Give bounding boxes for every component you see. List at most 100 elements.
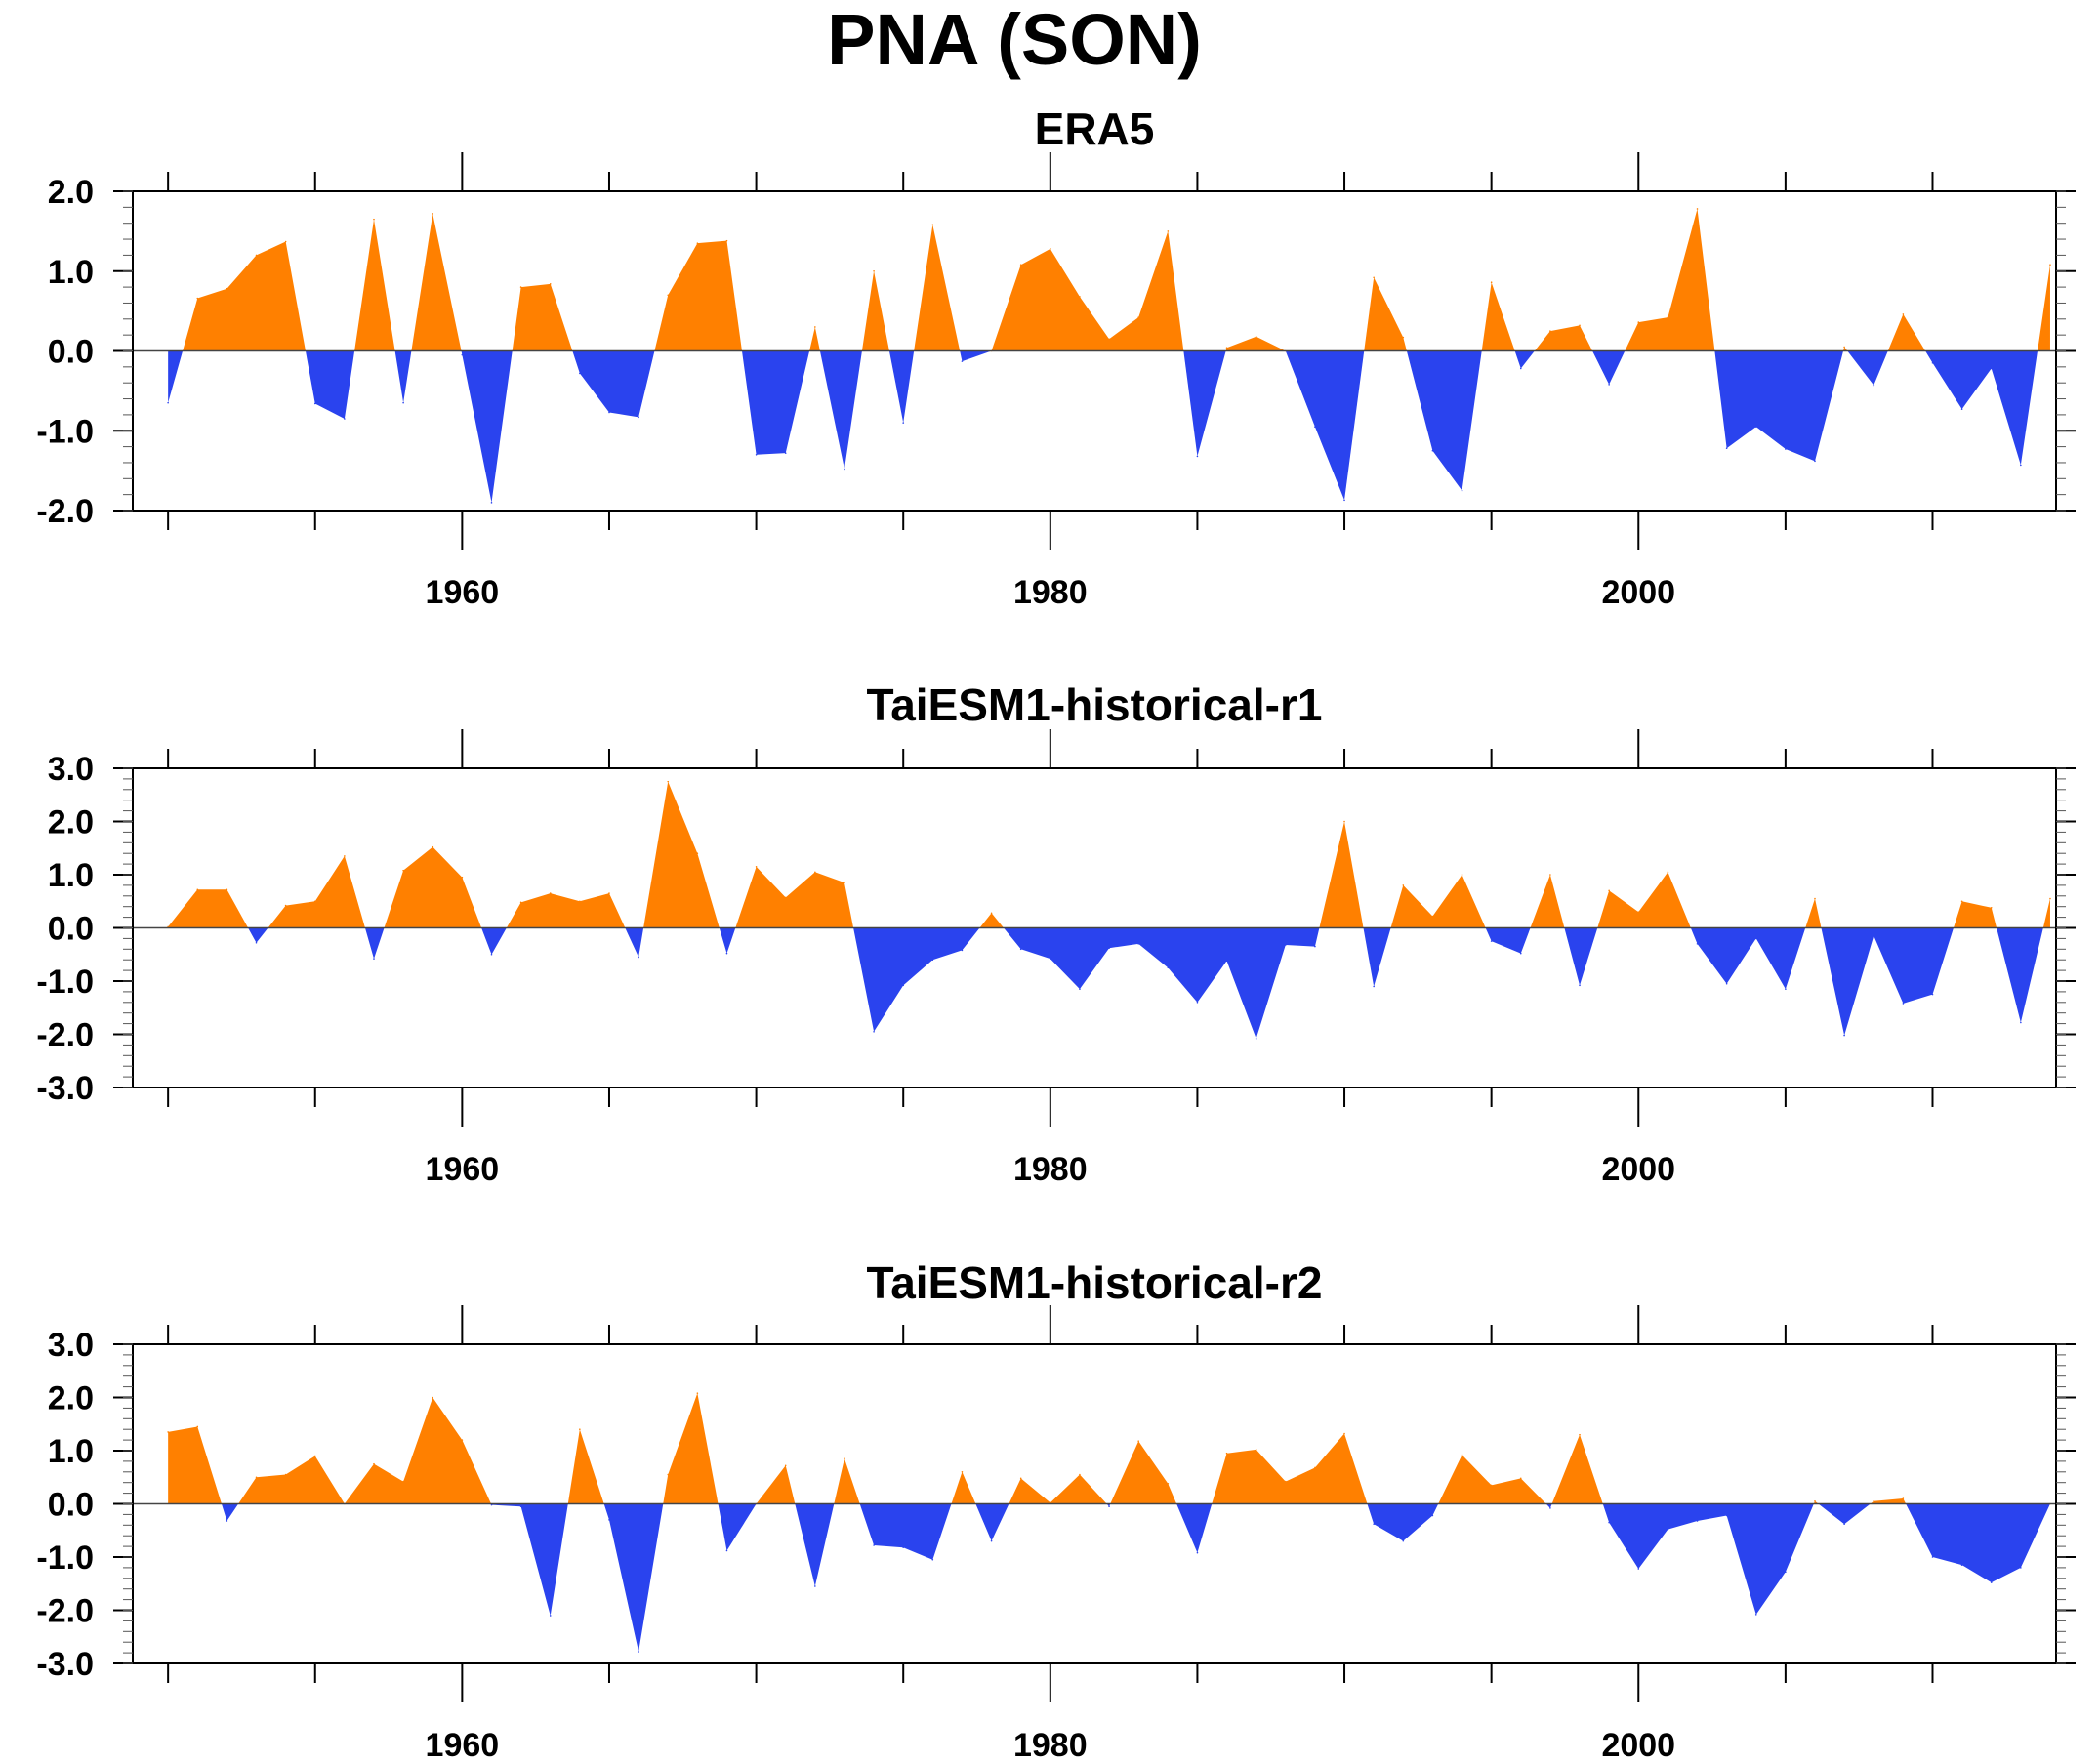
positive-anomaly-area — [1390, 875, 1486, 928]
positive-anomaly-area — [756, 1465, 796, 1504]
data-point-1954 — [284, 904, 287, 907]
negative-anomaly-area — [1367, 1503, 1439, 1541]
positive-anomaly-area — [183, 241, 306, 351]
negative-anomaly-area — [481, 927, 507, 955]
data-point-1995 — [1490, 1484, 1493, 1487]
negative-anomaly-area — [364, 927, 385, 960]
data-point-1980 — [1050, 248, 1051, 250]
negative-anomaly-area — [1847, 350, 1888, 386]
positive-anomaly-area — [512, 283, 573, 351]
negative-anomaly-area — [248, 927, 268, 943]
data-point-2013 — [2020, 1021, 2022, 1024]
data-point-1964 — [579, 372, 581, 375]
negative-anomaly-area — [168, 350, 184, 403]
x-tick-label: 1980 — [1013, 574, 1088, 611]
data-point-1956 — [344, 418, 346, 420]
data-point-1986 — [1225, 347, 1228, 349]
data-point-1992 — [1402, 1539, 1405, 1542]
y-tick-label: 0.0 — [48, 334, 94, 371]
negative-anomaly-area — [1690, 927, 1806, 990]
data-point-1984 — [1167, 230, 1170, 232]
positive-anomaly-area — [2042, 898, 2050, 928]
x-tick-label: 1980 — [1013, 1727, 1088, 1763]
positive-anomaly-area — [354, 219, 395, 351]
data-point-1969 — [725, 239, 728, 242]
data-point-1994 — [1461, 1454, 1463, 1456]
data-point-1963 — [549, 1615, 552, 1617]
data-point-1960 — [461, 876, 464, 879]
negative-anomaly-area — [490, 1503, 568, 1616]
data-point-1974 — [873, 1544, 875, 1546]
negative-anomaly-area — [603, 1503, 664, 1653]
data-point-1996 — [1519, 952, 1522, 955]
negative-anomaly-area — [718, 1503, 757, 1551]
data-point-1966 — [638, 1651, 639, 1653]
data-point-1982 — [1108, 947, 1110, 950]
negative-anomaly-area — [819, 350, 862, 470]
data-point-1989 — [1314, 426, 1316, 428]
data-point-1987 — [1255, 1449, 1257, 1451]
positive-anomaly-area — [1625, 208, 1715, 351]
negative-anomaly-area — [1592, 350, 1626, 385]
data-point-1999 — [1608, 1521, 1610, 1524]
data-point-1990 — [1343, 820, 1345, 823]
data-point-1963 — [549, 892, 552, 894]
negative-anomaly-area — [741, 350, 810, 455]
positive-anomaly-area — [735, 866, 854, 928]
data-point-1952 — [226, 1520, 228, 1522]
data-point-1995 — [1490, 940, 1493, 942]
data-point-2009 — [1902, 1497, 1905, 1499]
data-point-1952 — [226, 287, 228, 290]
data-point-1969 — [725, 952, 728, 955]
data-point-1992 — [1402, 884, 1405, 886]
negative-anomaly-area — [888, 350, 915, 424]
data-point-2004 — [1754, 426, 1757, 428]
data-point-1951 — [196, 1425, 199, 1428]
x-tick-label: 1980 — [1013, 1151, 1088, 1188]
panel-title: TaiESM1-historical-r2 — [867, 1257, 1323, 1308]
negative-anomaly-area — [625, 927, 644, 958]
data-point-1968 — [696, 852, 699, 854]
data-point-2012 — [1990, 367, 1993, 370]
negative-anomaly-area — [221, 1503, 239, 1521]
data-point-2000 — [1637, 321, 1640, 323]
negative-anomaly-area — [1183, 350, 1226, 457]
data-point-2012 — [1990, 906, 1993, 909]
data-point-1984 — [1167, 1482, 1170, 1485]
negative-anomaly-area — [1363, 927, 1391, 987]
data-point-1986 — [1225, 1452, 1228, 1455]
positive-anomaly-area — [663, 1393, 719, 1504]
positive-anomaly-area — [1009, 1474, 1107, 1504]
data-point-2003 — [1725, 1514, 1728, 1517]
data-point-2005 — [1785, 448, 1787, 450]
y-tick-label: 1.0 — [48, 1433, 94, 1470]
data-point-1991 — [1373, 276, 1375, 279]
positive-anomaly-area — [1551, 1434, 1603, 1504]
data-point-1969 — [725, 1549, 728, 1552]
data-point-1990 — [1343, 499, 1345, 502]
y-tick-label: 2.0 — [48, 804, 94, 841]
negative-anomaly-area — [1514, 350, 1535, 369]
data-point-1996 — [1519, 1477, 1522, 1480]
positive-anomaly-area — [914, 225, 961, 351]
positive-anomaly-area — [567, 1429, 604, 1504]
positive-anomaly-area — [1534, 325, 1593, 351]
data-point-2010 — [1931, 993, 1934, 996]
negative-anomaly-area — [1485, 927, 1531, 954]
data-point-1972 — [814, 1585, 816, 1587]
data-point-1965 — [608, 411, 610, 414]
positive-anomaly-area — [991, 230, 1184, 351]
data-point-2000 — [1637, 1568, 1640, 1570]
data-point-1975 — [902, 984, 905, 987]
panel-taiesm1-r1: TaiESM1-historical-r1 3.0 2.0 1.0 0.0 -1.0 -2.… — [36, 679, 2076, 1188]
x-tick-label: 2000 — [1601, 574, 1675, 611]
data-point-1978 — [990, 1539, 993, 1542]
negative-anomaly-area — [1406, 350, 1482, 491]
data-point-1968 — [696, 242, 699, 244]
negative-anomaly-area — [1925, 350, 2038, 466]
data-point-1952 — [226, 888, 228, 891]
data-point-2006 — [1814, 1499, 1816, 1502]
data-point-1988 — [1284, 1480, 1287, 1483]
data-point-1990 — [1343, 1432, 1345, 1435]
panel-title: ERA5 — [1035, 103, 1155, 154]
